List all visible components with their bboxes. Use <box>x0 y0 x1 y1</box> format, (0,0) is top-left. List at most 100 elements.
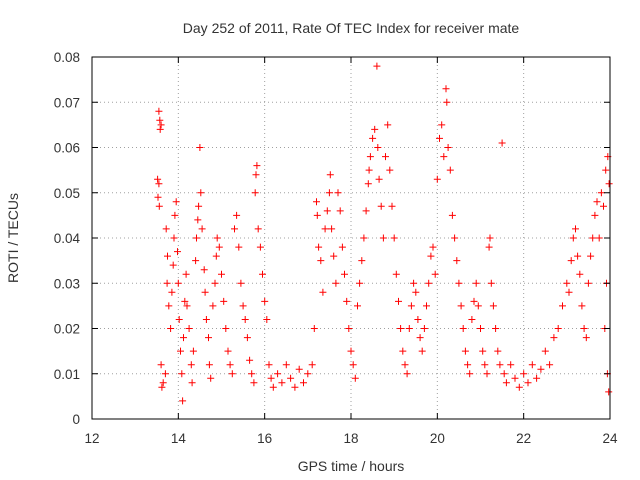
data-point <box>354 302 361 310</box>
y-tick-label: 0.02 <box>54 322 80 337</box>
data-point <box>246 356 254 364</box>
data-point <box>401 361 409 369</box>
data-point <box>550 334 558 342</box>
data-point <box>196 144 204 151</box>
data-point <box>212 252 220 260</box>
data-point <box>201 288 209 296</box>
data-point <box>163 279 171 287</box>
data-point <box>520 370 528 378</box>
data-point <box>310 325 318 332</box>
data-point <box>172 198 180 206</box>
data-point <box>317 257 325 265</box>
data-point <box>178 370 186 378</box>
data-point <box>154 175 162 183</box>
data-point <box>156 125 164 133</box>
data-point <box>477 325 484 332</box>
data-point <box>443 98 451 106</box>
data-point <box>582 334 590 342</box>
data-point <box>438 121 446 129</box>
data-point <box>468 316 476 323</box>
data-point <box>261 297 269 305</box>
data-point <box>382 153 389 161</box>
y-tick-label: 0.07 <box>54 95 80 110</box>
data-point <box>209 302 217 310</box>
data-point <box>267 374 275 382</box>
x-tick-label: 20 <box>430 431 445 446</box>
data-point <box>222 325 230 332</box>
data-point <box>347 347 355 355</box>
data-point <box>580 325 588 332</box>
data-point <box>207 374 215 382</box>
x-axis-label: GPS time / hours <box>298 458 405 474</box>
data-point <box>215 243 223 251</box>
data-point <box>457 302 465 310</box>
data-point <box>455 279 463 287</box>
data-point <box>205 334 212 342</box>
data-point <box>554 325 562 332</box>
data-point <box>416 334 424 342</box>
data-point <box>474 302 482 310</box>
data-point <box>189 347 197 355</box>
data-point <box>446 166 454 174</box>
data-point <box>224 347 232 355</box>
data-point <box>374 144 382 151</box>
data-point <box>399 347 407 355</box>
data-point <box>180 334 187 342</box>
data-point <box>483 370 491 378</box>
x-tick-label: 18 <box>343 431 358 446</box>
data-point <box>218 270 225 278</box>
data-point <box>159 379 167 387</box>
data-point <box>282 361 290 369</box>
data-point <box>464 361 472 369</box>
data-point <box>188 379 196 387</box>
data-point <box>155 202 163 210</box>
data-point <box>177 347 184 355</box>
data-point <box>155 180 163 188</box>
data-point <box>479 347 487 355</box>
data-point <box>157 121 165 129</box>
y-tick-label: 0 <box>72 412 80 427</box>
data-point <box>431 270 439 278</box>
data-point <box>472 279 480 287</box>
data-point <box>254 225 262 233</box>
y-tick-label: 0.08 <box>54 50 80 65</box>
data-point <box>395 297 402 305</box>
data-point <box>198 225 206 233</box>
data-point <box>600 202 607 210</box>
data-point <box>345 325 353 332</box>
data-point <box>591 211 599 219</box>
data-point <box>161 370 169 378</box>
data-point <box>492 325 500 332</box>
y-tick-label: 0.04 <box>54 231 81 246</box>
data-point <box>429 243 437 251</box>
data-point <box>313 198 320 206</box>
data-point <box>403 370 411 378</box>
data-point <box>371 125 379 133</box>
data-point <box>315 243 323 251</box>
data-point <box>572 225 579 233</box>
data-point <box>341 270 348 278</box>
data-point <box>595 234 603 242</box>
data-point <box>533 374 541 382</box>
data-point <box>470 297 478 305</box>
data-point <box>253 162 261 170</box>
data-point <box>231 225 238 233</box>
y-tick-label: 0.06 <box>54 141 80 156</box>
data-point <box>565 288 573 296</box>
data-point <box>248 370 256 378</box>
data-point <box>154 193 162 201</box>
data-point <box>384 121 392 129</box>
y-axis-label: ROTI / TECUs <box>5 193 21 283</box>
data-point <box>420 325 428 332</box>
data-point <box>377 202 385 210</box>
data-point <box>397 325 405 332</box>
data-point <box>193 234 200 242</box>
data-point <box>269 383 277 391</box>
data-point <box>162 225 170 233</box>
data-point <box>334 189 342 197</box>
data-point <box>537 365 545 373</box>
data-point <box>442 85 450 93</box>
data-point <box>278 379 286 387</box>
data-point <box>496 361 504 369</box>
data-point <box>360 234 368 242</box>
